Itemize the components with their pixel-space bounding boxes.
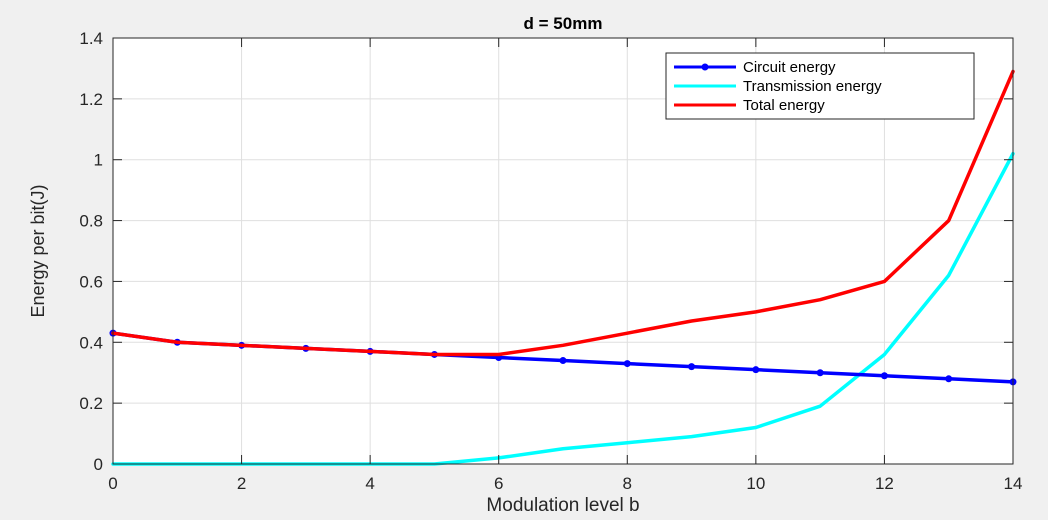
x-tick-label: 2 <box>237 474 246 493</box>
legend-label-transmission-energy: Transmission energy <box>743 78 882 95</box>
legend-label-circuit-energy: Circuit energy <box>743 59 836 76</box>
y-tick-label: 1 <box>94 151 103 170</box>
x-tick-label: 14 <box>1004 474 1023 493</box>
y-tick-label: 0 <box>94 455 103 474</box>
series-layer <box>109 69 1017 466</box>
y-axis-label: Energy per bit(J) <box>28 184 48 317</box>
y-tick-label: 0.6 <box>79 272 103 291</box>
legend: Circuit energy Transmission energy Total e… <box>665 52 975 120</box>
legend-marker-circuit-energy <box>701 63 709 71</box>
data-point-circuit-energy <box>880 372 888 380</box>
x-tick-label: 0 <box>108 474 117 493</box>
data-point-circuit-energy <box>688 363 696 371</box>
axis-ticks: 0 2 4 6 8 10 12 14 0 0.2 0.4 0.6 0.8 1 1.2 1.4 <box>79 29 1022 493</box>
x-tick-label: 8 <box>623 474 632 493</box>
data-point-circuit-energy <box>945 375 953 383</box>
chart-title: d = 50mm <box>524 14 603 33</box>
y-tick-label: 0.8 <box>79 212 103 231</box>
y-tick-label: 0.2 <box>79 394 103 413</box>
data-point-circuit-energy <box>623 360 631 368</box>
y-tick-label: 1.2 <box>79 90 103 109</box>
x-tick-label: 6 <box>494 474 503 493</box>
x-tick-label: 10 <box>746 474 765 493</box>
x-axis-label: Modulation level b <box>486 495 639 515</box>
legend-label-total-energy: Total energy <box>743 97 825 114</box>
data-point-circuit-energy <box>816 369 824 377</box>
data-point-circuit-energy <box>752 366 760 374</box>
y-tick-label: 0.4 <box>79 333 103 352</box>
data-point-circuit-energy <box>559 357 567 365</box>
plot-frame <box>112 37 1014 465</box>
x-tick-label: 4 <box>365 474 374 493</box>
y-tick-label: 1.4 <box>79 29 103 48</box>
series-line-total-energy <box>111 69 1015 357</box>
x-tick-label: 12 <box>875 474 894 493</box>
